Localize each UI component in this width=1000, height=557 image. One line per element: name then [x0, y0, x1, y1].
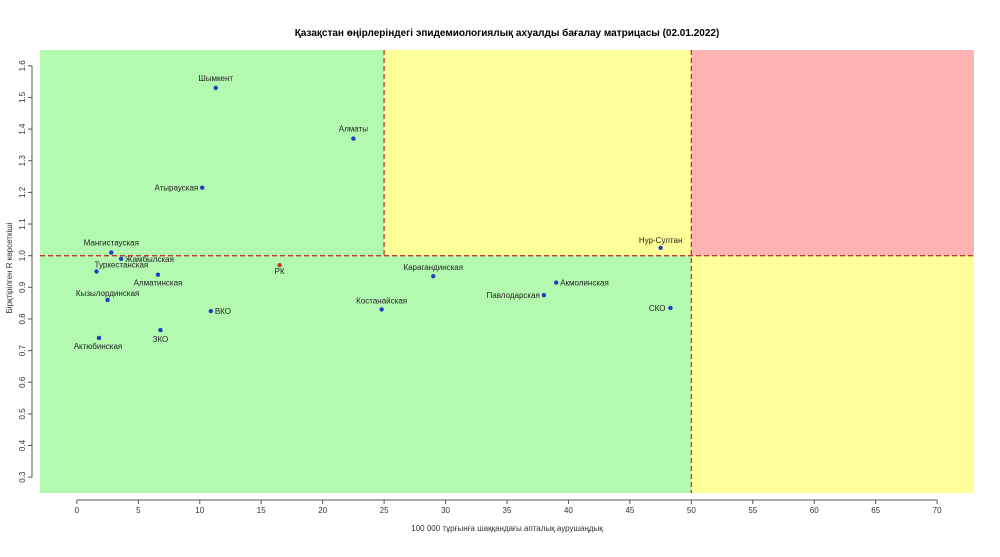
zone-red	[691, 50, 974, 256]
point-label: Акмолинская	[560, 279, 609, 288]
point-label: Нур-Султан	[639, 236, 683, 245]
x-tick-label: 50	[687, 506, 696, 515]
data-point	[351, 136, 356, 141]
data-point	[379, 307, 384, 312]
x-axis: 0 5 10 15 20 25 30 35 40 45 50 55 60 65 70	[75, 499, 942, 515]
point-label: ВКО	[215, 307, 231, 316]
y-tick-label: 1.5	[18, 91, 27, 103]
data-point	[200, 185, 205, 190]
x-tick-label: 35	[503, 506, 512, 515]
zone-yellow-upper	[384, 50, 692, 256]
data-point	[668, 305, 673, 311]
y-tick-label: 0.4	[18, 439, 27, 451]
y-tick-label: 0.6	[18, 376, 27, 388]
threshold-lines	[40, 50, 974, 493]
data-point	[118, 256, 124, 262]
data-point	[208, 308, 214, 314]
y-tick-label: 0.5	[18, 408, 27, 420]
data-point	[155, 272, 161, 277]
zone-layer	[40, 50, 974, 493]
point-label: Туркестанская	[95, 261, 149, 270]
point-label: СКО	[649, 304, 666, 313]
data-point	[213, 85, 218, 91]
zone-yellow-lower	[691, 255, 974, 493]
chart-title: Қазақстан өңірлеріндегі эпидемиологиялық…	[295, 27, 720, 39]
point-label: Шымкент	[198, 74, 233, 83]
y-tick-label: 0.8	[18, 313, 27, 325]
point-label: Жамбылская	[125, 255, 174, 264]
y-tick-label: 1.2	[18, 186, 27, 198]
data-point	[277, 262, 282, 268]
x-axis-label: 100 000 тұрғынға шаққандағы апталық ауру…	[411, 524, 603, 533]
data-points: Шымкент Алматы Атырауская Мангистауская Жамб…	[74, 74, 683, 351]
y-axis-label: Бірқтірілген R көрсеткіші	[5, 222, 14, 313]
point-label: ЗКО	[153, 335, 169, 344]
data-point	[96, 335, 102, 341]
y-tick-label: 1.6	[18, 60, 27, 72]
point-label: Карагандинская	[403, 263, 463, 272]
data-point	[94, 269, 99, 274]
point-label: Кызылординская	[76, 289, 139, 298]
x-tick-label: 65	[871, 506, 880, 515]
x-tick-label: 60	[810, 506, 819, 515]
x-tick-label: 30	[441, 506, 450, 515]
y-tick-label: 1.4	[18, 123, 27, 135]
x-tick-label: 15	[257, 506, 266, 515]
point-label: Атырауская	[154, 184, 198, 193]
x-tick-label: 25	[380, 506, 389, 515]
point-label: Павлодарская	[487, 291, 540, 300]
y-axis: 0.3 0.4 0.5 0.6 0.7 0.8 0.9 1.0 1.1 1.2 1.3 1.4 1.5 1…	[18, 60, 33, 483]
y-tick-label: 1.3	[18, 155, 27, 167]
y-tick-label: 0.3	[18, 471, 27, 483]
y-tick-label: 0.7	[18, 344, 27, 356]
data-point	[105, 297, 110, 303]
point-label: Алматинская	[134, 279, 183, 288]
x-tick-label: 10	[195, 506, 204, 515]
point-label: Мангистауская	[84, 239, 139, 248]
x-tick-label: 55	[748, 506, 757, 515]
data-point	[158, 327, 163, 333]
data-point	[658, 245, 663, 250]
x-tick-label: 20	[318, 506, 327, 515]
x-tick-label: 70	[933, 506, 942, 515]
x-tick-label: 40	[564, 506, 573, 515]
data-point	[109, 250, 114, 255]
x-tick-label: 0	[75, 506, 80, 515]
y-tick-label: 1.1	[18, 218, 27, 230]
data-point	[553, 280, 559, 285]
y-tick-label: 0.9	[18, 281, 27, 293]
point-label: Костанайская	[356, 296, 407, 305]
point-label: РК	[275, 267, 285, 276]
x-tick-label: 5	[136, 506, 141, 515]
y-tick-label: 1.0	[18, 250, 27, 262]
data-point	[431, 274, 436, 279]
x-tick-label: 45	[625, 506, 634, 515]
point-label: Алматы	[339, 125, 368, 134]
point-label: Актюбинская	[74, 342, 123, 351]
data-point	[541, 293, 547, 298]
